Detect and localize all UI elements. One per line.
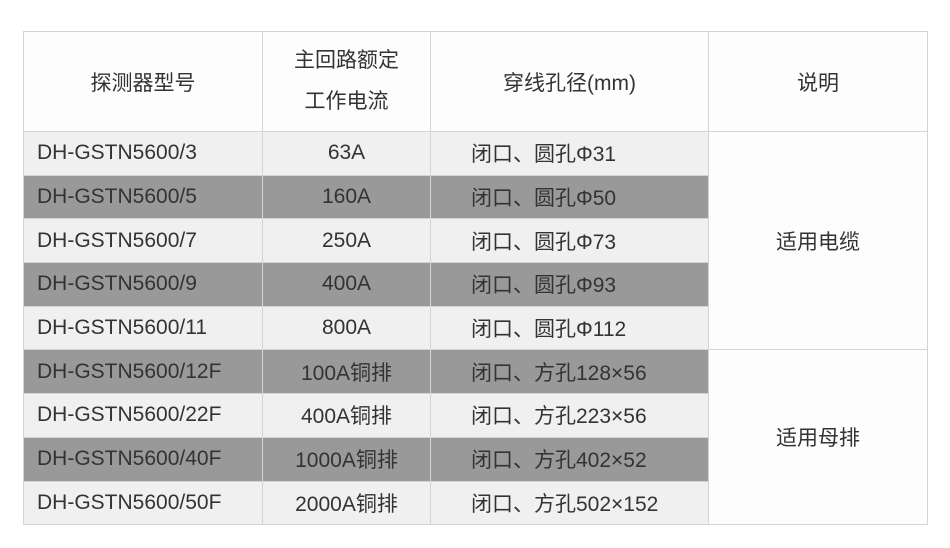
current-cell: 250A — [262, 218, 431, 264]
model-cell: DH-GSTN5600/11 — [23, 305, 263, 351]
model-cell: DH-GSTN5600/3 — [23, 131, 263, 176]
current-cell: 1000A铜排 — [262, 436, 431, 482]
header-note-label: 说明 — [797, 71, 839, 95]
current-cell: 63A — [262, 131, 431, 176]
model-cell: DH-GSTN5600/22F — [23, 393, 263, 438]
header-model-label: 探测器型号 — [90, 71, 196, 95]
header-current: 主回路额定 工作电流 — [262, 31, 431, 132]
header-current-line2: 工作电流 — [304, 89, 389, 113]
current-cell: 400A铜排 — [262, 393, 431, 438]
hole-cell: 闭口、圆孔Φ31 — [430, 131, 709, 176]
model-cell: DH-GSTN5600/9 — [23, 262, 263, 307]
note-cell-busbar: 适用母排 — [708, 349, 928, 526]
header-hole-label: 穿线孔径(mm) — [503, 71, 636, 95]
hole-cell: 闭口、圆孔Φ112 — [430, 305, 709, 351]
current-cell: 800A — [262, 305, 431, 351]
hole-cell: 闭口、方孔502×152 — [430, 480, 709, 526]
model-cell: DH-GSTN5600/40F — [23, 436, 263, 482]
hole-cell: 闭口、方孔128×56 — [430, 349, 709, 395]
model-cell: DH-GSTN5600/7 — [23, 218, 263, 264]
current-cell: 160A — [262, 174, 431, 220]
hole-cell: 闭口、方孔223×56 — [430, 393, 709, 438]
hole-cell: 闭口、圆孔Φ73 — [430, 218, 709, 264]
model-cell: DH-GSTN5600/50F — [23, 480, 263, 526]
spec-table: 探测器型号 主回路额定 工作电流 穿线孔径(mm) 说明 DH-GSTN5600… — [23, 31, 928, 526]
table-row: DH-GSTN5600/7 250A 闭口、圆孔Φ73 — [23, 218, 928, 264]
hole-cell: 闭口、圆孔Φ50 — [430, 174, 709, 220]
current-cell: 2000A铜排 — [262, 480, 431, 526]
header-current-line1: 主回路额定 — [294, 48, 399, 72]
header-model: 探测器型号 — [23, 31, 263, 132]
header-note: 说明 — [708, 31, 928, 132]
table-row: DH-GSTN5600/3 63A 闭口、圆孔Φ31 适用电缆 — [23, 130, 928, 351]
table-row: DH-GSTN5600/50F 2000A铜排 闭口、方孔502×152 — [23, 480, 928, 526]
hole-cell: 闭口、方孔402×52 — [430, 436, 709, 482]
model-cell: DH-GSTN5600/12F — [23, 349, 263, 395]
current-cell: 100A铜排 — [262, 349, 431, 395]
table-row: DH-GSTN5600/12F 100A铜排 闭口、方孔128×56 适用母排 — [23, 349, 928, 526]
header-row: 探测器型号 主回路额定 工作电流 穿线孔径(mm) 说明 — [23, 31, 928, 132]
table-row: DH-GSTN5600/22F 400A铜排 闭口、方孔223×56 — [23, 393, 928, 438]
current-cell: 400A — [262, 262, 431, 307]
header-hole: 穿线孔径(mm) — [430, 31, 709, 132]
table-row: DH-GSTN5600/5 160A 闭口、圆孔Φ50 — [23, 174, 928, 220]
table-row: DH-GSTN5600/9 400A 闭口、圆孔Φ93 — [23, 262, 928, 307]
model-cell: DH-GSTN5600/5 — [23, 174, 263, 220]
table-row: DH-GSTN5600/11 800A 闭口、圆孔Φ112 — [23, 305, 928, 351]
note-cell-cable: 适用电缆 — [708, 130, 928, 351]
hole-cell: 闭口、圆孔Φ93 — [430, 262, 709, 307]
table-row: DH-GSTN5600/40F 1000A铜排 闭口、方孔402×52 — [23, 436, 928, 482]
